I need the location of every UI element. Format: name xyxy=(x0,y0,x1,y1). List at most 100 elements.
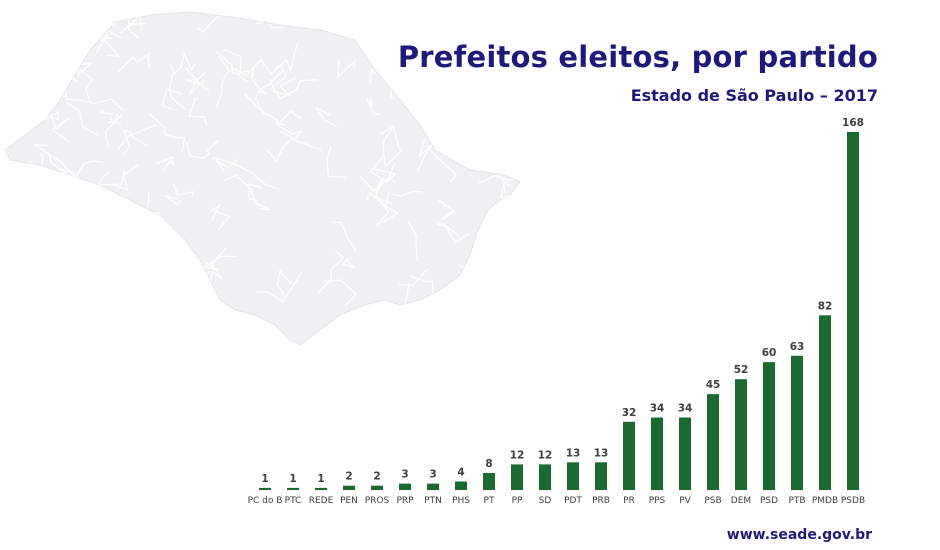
map-border-line xyxy=(164,194,182,206)
data-label: 1 xyxy=(261,473,268,485)
map-border-line xyxy=(254,68,285,116)
map-border-line xyxy=(359,163,397,192)
map-border-line xyxy=(369,68,376,83)
bar-ptn xyxy=(427,483,439,490)
map-border-line xyxy=(337,59,356,79)
map-border-line xyxy=(250,64,268,95)
map-border-line xyxy=(129,124,157,148)
map-border-line xyxy=(210,203,231,231)
map-border-line xyxy=(173,183,194,197)
bar-pps xyxy=(651,417,663,490)
map-border-line xyxy=(111,164,139,191)
map-border-line xyxy=(382,128,393,167)
category-label: PV xyxy=(679,496,691,506)
bar-prp xyxy=(399,483,411,490)
map-border-line xyxy=(478,174,515,183)
map-border-line xyxy=(119,14,142,34)
source-link[interactable]: www.seade.gov.br xyxy=(726,527,872,543)
map-border-line xyxy=(99,110,115,115)
map-border-line xyxy=(212,157,280,191)
bar-prb xyxy=(595,462,607,490)
bar-dem xyxy=(735,379,747,490)
category-label: PSB xyxy=(704,496,721,506)
category-label: PT xyxy=(484,496,495,506)
category-label: PMDB xyxy=(812,496,838,506)
map-border-line xyxy=(104,114,123,147)
map-border-line xyxy=(169,51,196,76)
map-border-line xyxy=(168,73,187,111)
map-border-line xyxy=(49,113,70,143)
map-border-line xyxy=(189,72,206,95)
map-border-line xyxy=(65,101,99,136)
map-border-line xyxy=(324,279,358,307)
data-label: 45 xyxy=(706,379,721,391)
category-label: PHS xyxy=(452,496,470,506)
map-border-line xyxy=(407,220,419,262)
bar-rede xyxy=(315,487,327,490)
category-label: PRB xyxy=(592,496,610,506)
data-label: 63 xyxy=(790,341,805,353)
bar-pr xyxy=(623,421,635,490)
map-border-line xyxy=(63,82,125,112)
map-border-line xyxy=(340,255,356,269)
category-label: PR xyxy=(623,496,635,506)
map-border-line xyxy=(500,182,514,200)
map-border-line xyxy=(370,156,397,184)
map-border-line xyxy=(274,122,303,140)
map-border-line xyxy=(155,156,174,173)
map-border-line xyxy=(243,93,302,125)
category-label: PTB xyxy=(788,496,805,506)
category-label: PROS xyxy=(365,496,390,506)
data-label: 12 xyxy=(510,449,525,461)
data-label: 32 xyxy=(622,407,637,419)
map-border-line xyxy=(42,110,60,122)
map-border-line xyxy=(256,271,303,303)
map-border-line xyxy=(375,190,391,226)
map-border-line xyxy=(366,191,400,224)
data-label: 60 xyxy=(762,347,777,359)
map-border-line xyxy=(95,27,122,53)
category-label: PDT xyxy=(564,496,582,506)
data-label: 1 xyxy=(317,473,324,485)
chart-title: Prefeitos eleitos, por partido xyxy=(397,40,878,74)
map-border-line xyxy=(380,125,402,166)
map-border-line xyxy=(97,170,126,186)
map-border-line xyxy=(272,77,296,97)
bar-pen xyxy=(343,485,355,490)
data-label: 12 xyxy=(538,449,553,461)
map-border-line xyxy=(315,107,338,127)
map-border-line xyxy=(202,255,238,269)
map-border-line xyxy=(438,199,457,221)
data-label: 82 xyxy=(818,300,833,312)
category-label: PTN xyxy=(424,496,442,506)
bar-psd xyxy=(763,362,775,490)
map-border-line xyxy=(215,55,231,107)
bar-pv xyxy=(679,417,691,490)
map-border-line xyxy=(326,145,346,178)
bar-pdt xyxy=(567,462,579,490)
map-border-line xyxy=(185,139,219,159)
map-border-line xyxy=(117,51,151,73)
map-border-line xyxy=(161,88,183,111)
map-border-line xyxy=(117,129,133,156)
map-border-line xyxy=(97,37,121,58)
data-label: 34 xyxy=(678,403,693,415)
map-border-line xyxy=(197,12,228,33)
category-label: PP xyxy=(512,496,523,506)
data-label: 2 xyxy=(373,471,380,483)
bar-ptb xyxy=(791,355,803,491)
data-label: 52 xyxy=(734,364,749,376)
data-label: 3 xyxy=(429,469,436,481)
bar-ptc xyxy=(287,487,299,490)
bar-psdb xyxy=(847,132,859,490)
data-label: 168 xyxy=(842,117,864,129)
category-label: PSD xyxy=(760,496,778,506)
data-label: 2 xyxy=(345,471,352,483)
bar-pc-do-b xyxy=(259,487,271,490)
data-label: 3 xyxy=(401,469,408,481)
category-label: PC do B xyxy=(248,496,283,506)
category-label: PPS xyxy=(649,496,666,506)
map-border-line xyxy=(267,138,322,162)
